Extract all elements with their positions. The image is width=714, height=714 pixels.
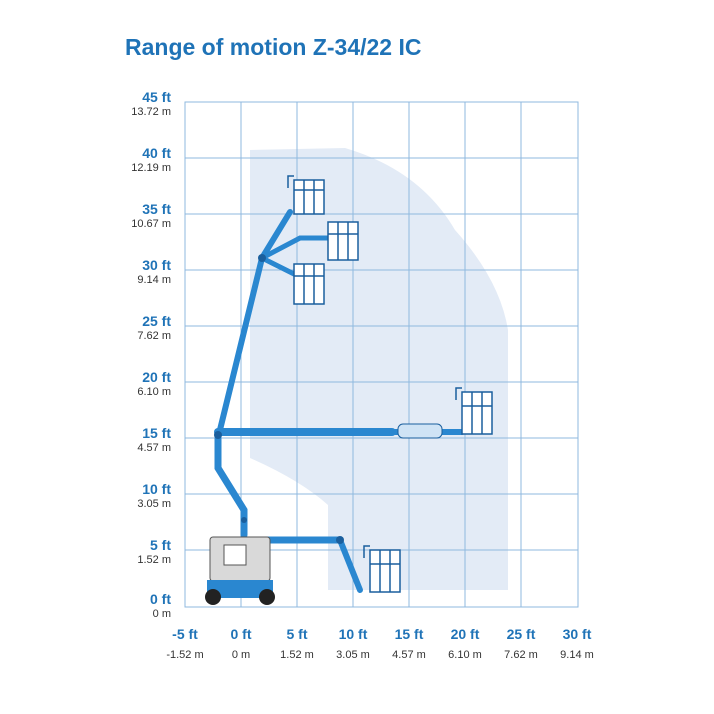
x-tick-m: 9.14 m	[560, 649, 594, 661]
machine-chassis	[205, 536, 275, 605]
y-tick-ft: 35 ft	[142, 201, 171, 217]
y-tick-ft: 15 ft	[142, 425, 171, 441]
y-tick-ft: 5 ft	[150, 537, 171, 553]
y-tick-ft: 45 ft	[142, 89, 171, 105]
x-tick-m: 4.57 m	[392, 649, 426, 661]
boom-telescope-section	[397, 423, 443, 439]
x-tick-ft: 10 ft	[338, 626, 368, 642]
y-tick-ft: 20 ft	[142, 369, 171, 385]
x-tick-m: 0 m	[231, 649, 251, 661]
y-tick-ft: 0 ft	[150, 591, 171, 607]
x-tick-ft: 0 ft	[230, 626, 252, 642]
y-tick-m: 13.72 m	[131, 106, 171, 118]
platform-upper-right	[327, 221, 359, 261]
x-tick-m: 6.10 m	[448, 649, 482, 661]
chart-title: Range of motion Z-34/22 IC	[125, 34, 422, 60]
platform-ground	[363, 545, 401, 593]
platform-horizontal-reach	[455, 387, 493, 435]
y-tick-m: 0 m	[152, 608, 171, 620]
y-tick-ft: 40 ft	[142, 145, 171, 161]
x-tick-m: 3.05 m	[336, 649, 370, 661]
x-tick-m: 1.52 m	[280, 649, 314, 661]
y-tick-ft: 10 ft	[142, 481, 171, 497]
x-tick-ft: 15 ft	[394, 626, 424, 642]
y-tick-m: 9.14 m	[137, 274, 171, 286]
x-tick-ft: 25 ft	[506, 626, 536, 642]
y-tick-m: 7.62 m	[137, 330, 171, 342]
platform-baskets	[287, 175, 493, 593]
x-tick-m: -1.52 m	[166, 649, 204, 661]
platform-top	[287, 175, 325, 215]
y-tick-m: 10.67 m	[131, 218, 171, 230]
y-tick-ft: 25 ft	[142, 313, 171, 329]
y-tick-ft: 30 ft	[142, 257, 171, 273]
y-tick-m: 4.57 m	[137, 442, 171, 454]
y-tick-m: 3.05 m	[137, 498, 171, 510]
y-tick-m: 12.19 m	[131, 162, 171, 174]
x-tick-m: 7.62 m	[504, 649, 538, 661]
platform-upper-left	[293, 263, 325, 305]
grid	[184, 101, 579, 608]
boom-lowered	[258, 536, 363, 593]
y-tick-m: 6.10 m	[137, 386, 171, 398]
boom-joints	[214, 254, 344, 544]
x-tick-ft: 30 ft	[562, 626, 592, 642]
y-tick-m: 1.52 m	[137, 554, 171, 566]
x-tick-ft: 5 ft	[286, 626, 308, 642]
work-envelope	[250, 148, 508, 590]
x-tick-ft: -5 ft	[172, 626, 198, 642]
x-tick-ft: 20 ft	[450, 626, 480, 642]
